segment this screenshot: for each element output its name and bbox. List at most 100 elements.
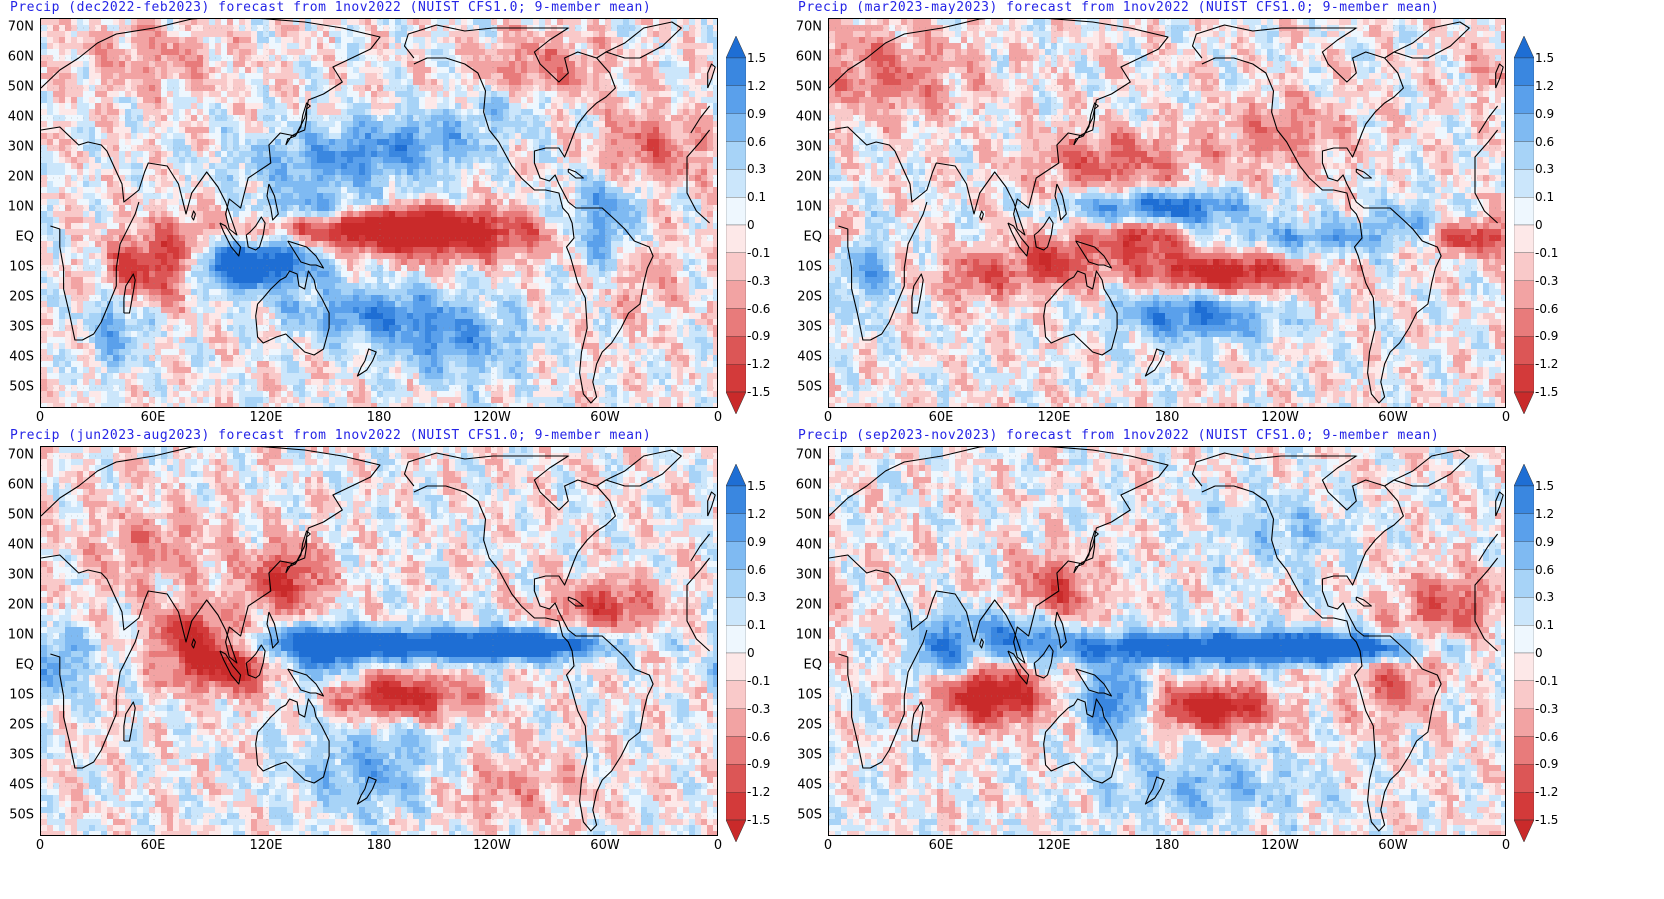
lat-tick-label: 40S: [9, 778, 34, 793]
lat-tick-label: 40N: [796, 110, 822, 125]
colorbar-segment: [1514, 708, 1534, 737]
lat-tick-label: 40N: [8, 538, 34, 553]
lon-tick-label: 60W: [590, 838, 619, 853]
lon-tick-label: 0: [714, 410, 722, 425]
colorbar-segment: [726, 280, 746, 309]
lat-tick-label: 70N: [796, 20, 822, 35]
colorbar-tick-label: -1.2: [1535, 785, 1558, 799]
colorbar-tick-label: 0.9: [1535, 107, 1554, 121]
colorbar-segment: [726, 485, 746, 514]
lat-tick-label: 60N: [796, 478, 822, 493]
lat-tick-label: 40N: [8, 110, 34, 125]
colorbar: 1.5 1.2 0.9 0.6 0.3 0.1 0 -0.1 -0.3 -0.6 -0.9 -1.2 -…: [726, 464, 816, 842]
lon-tick-label: 60E: [141, 410, 166, 425]
lat-tick-label: EQ: [804, 658, 822, 673]
lat-tick-label: 50S: [9, 380, 34, 395]
colorbar-segment: [726, 736, 746, 765]
colorbar-segment: [1514, 485, 1534, 514]
lat-tick-label: 20S: [797, 718, 822, 733]
coastlines: [41, 19, 716, 404]
graticule: [41, 447, 717, 835]
panel-title: Precip (sep2023-nov2023) forecast from 1…: [798, 428, 1439, 443]
colorbar-tick-label: 0.9: [747, 535, 766, 549]
colorbar-segment: [726, 364, 746, 393]
lat-tick-label: 10S: [9, 260, 34, 275]
lon-tick-label: 180: [1155, 410, 1180, 425]
lat-tick-label: 20N: [796, 598, 822, 613]
colorbar-segment: [726, 680, 746, 709]
colorbar-tick-label: -0.3: [747, 274, 770, 288]
lon-tick-label: 0: [824, 838, 832, 853]
lon-tick-label: 0: [1502, 838, 1510, 853]
colorbar-segment: [1514, 336, 1534, 365]
colorbar-tick-label: -0.3: [1535, 274, 1558, 288]
colorbar-segment: [1514, 736, 1534, 765]
lat-tick-label: 50N: [8, 508, 34, 523]
colorbar-tick-label: 1.2: [747, 79, 766, 93]
graticule: [41, 19, 717, 407]
colorbar-max-arrow: [1514, 464, 1534, 487]
lat-tick-label: 60N: [8, 478, 34, 493]
colorbar-tick-label: -0.9: [1535, 757, 1558, 771]
colorbar-segment: [726, 513, 746, 542]
colorbar-tick-label: 0.1: [747, 618, 766, 632]
lat-tick-label: 40N: [796, 538, 822, 553]
lon-tick-label: 60E: [929, 838, 954, 853]
colorbar-tick-label: -0.1: [747, 246, 770, 260]
colorbar-segment: [726, 252, 746, 281]
colorbar-tick-label: 0.3: [1535, 162, 1554, 176]
colorbar-tick-label: 1.5: [747, 479, 766, 493]
colorbar-max-arrow: [726, 464, 746, 487]
graticule: [829, 447, 1505, 835]
colorbar-segment: [726, 308, 746, 337]
precip-anomaly-map: [828, 18, 1506, 408]
colorbar-tick-label: -0.3: [1535, 702, 1558, 716]
colorbar-tick-label: 0.1: [1535, 190, 1554, 204]
colorbar-tick-label: -0.6: [747, 730, 770, 744]
colorbar-tick-label: -0.6: [1535, 730, 1558, 744]
lat-tick-label: 50S: [797, 808, 822, 823]
colorbar-segment: [726, 336, 746, 365]
colorbar-tick-label: -1.5: [1535, 813, 1558, 827]
colorbar-segment: [1514, 252, 1534, 281]
lat-tick-label: 20S: [797, 290, 822, 305]
lat-tick-label: EQ: [804, 230, 822, 245]
lon-tick-label: 60W: [1378, 838, 1407, 853]
colorbar-segment: [1514, 513, 1534, 542]
lat-tick-label: 60N: [796, 50, 822, 65]
colorbar-segment: [1514, 113, 1534, 142]
colorbar-tick-label: -0.3: [747, 702, 770, 716]
lat-tick-label: 30N: [796, 140, 822, 155]
colorbar-segment: [1514, 169, 1534, 198]
colorbar-tick-label: 0.6: [747, 135, 766, 149]
colorbar-segment: [726, 541, 746, 570]
colorbar-tick-label: 0.3: [747, 162, 766, 176]
colorbar-tick-label: 0: [747, 646, 755, 660]
colorbar-tick-label: 1.2: [747, 507, 766, 521]
colorbar-segment: [1514, 764, 1534, 793]
colorbar-tick-label: 1.5: [747, 51, 766, 65]
graticule: [829, 19, 1505, 407]
colorbar-segment: [726, 57, 746, 86]
lat-tick-label: 30S: [9, 748, 34, 763]
anomaly-field: [829, 447, 1505, 835]
colorbar-segment: [1514, 308, 1534, 337]
lon-tick-label: 0: [1502, 410, 1510, 425]
lon-tick-label: 120E: [1037, 838, 1070, 853]
colorbar-segment: [726, 652, 746, 681]
colorbar-tick-label: 0: [1535, 646, 1543, 660]
lat-tick-label: 50N: [796, 508, 822, 523]
colorbar-tick-label: 0: [747, 218, 755, 232]
coastlines: [41, 447, 716, 832]
lat-tick-label: 70N: [8, 20, 34, 35]
lat-tick-label: 20N: [796, 170, 822, 185]
precip-anomaly-map: [828, 446, 1506, 836]
map-panel-jja: Precip (jun2023-aug2023) forecast from 1…: [0, 428, 832, 877]
lon-tick-label: 120W: [473, 838, 511, 853]
colorbar-segment: [1514, 57, 1534, 86]
colorbar-segment: [1514, 625, 1534, 654]
coastlines: [829, 19, 1504, 404]
lat-tick-label: 10S: [9, 688, 34, 703]
colorbar-segment: [1514, 541, 1534, 570]
lon-tick-label: 0: [824, 410, 832, 425]
